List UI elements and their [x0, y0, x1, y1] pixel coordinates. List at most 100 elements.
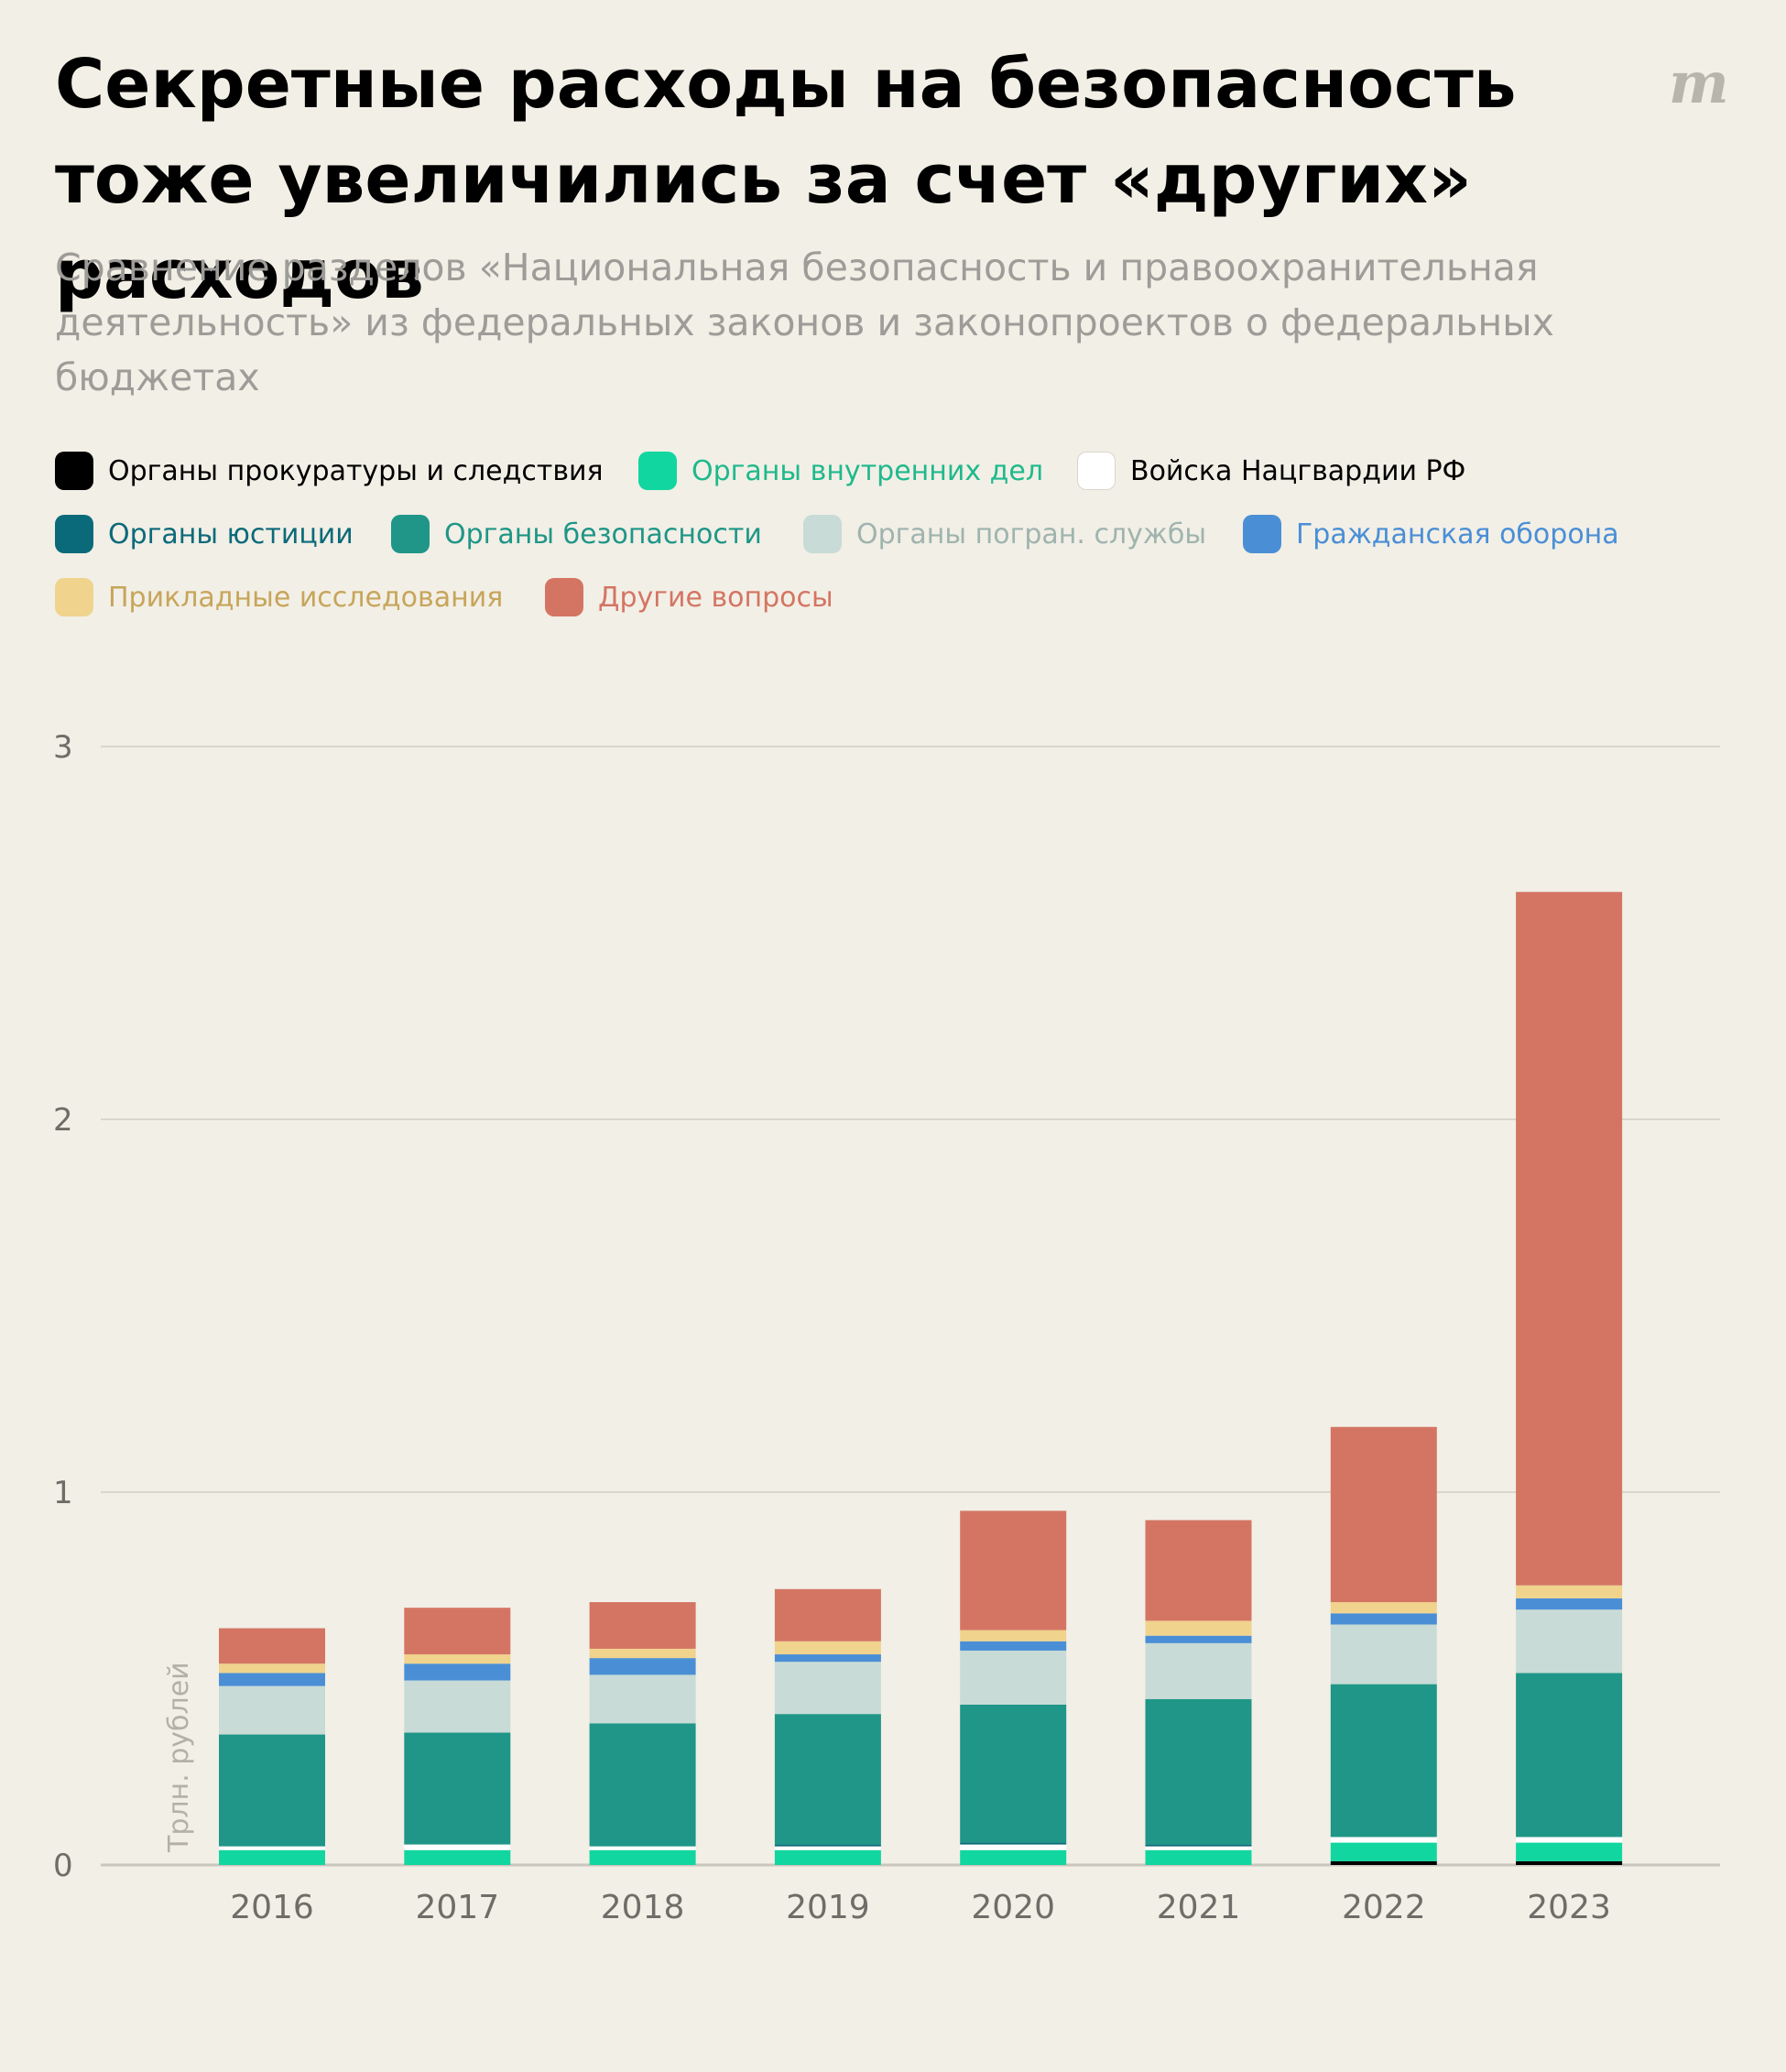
legend-swatch [55, 578, 93, 616]
bar-segment [404, 1732, 511, 1845]
bar-segment [1145, 1635, 1252, 1643]
bar-segment [1145, 1520, 1252, 1621]
bar-segment [1330, 1613, 1437, 1625]
y-axis-label: Трлн. рублей [163, 1662, 195, 1853]
bar-segment [589, 1849, 696, 1865]
x-tick-label: 2018 [601, 1889, 685, 1926]
legend-label: Войска Нацгвардии РФ [1130, 454, 1466, 487]
x-tick-label: 2022 [1342, 1889, 1426, 1926]
legend-label: Органы прокуратуры и следствия [108, 454, 604, 487]
bar-segment [774, 1662, 881, 1715]
bar-segment [774, 1641, 881, 1655]
bar-segment [1330, 1837, 1437, 1843]
meduza-logo: m [1669, 49, 1729, 116]
bar-segment [774, 1588, 881, 1641]
bar-segment [960, 1842, 1067, 1845]
legend-swatch [55, 515, 93, 553]
bar-segment [1516, 1609, 1623, 1674]
bar-segment [774, 1846, 881, 1850]
bar-segment [1330, 1602, 1437, 1614]
bar-segment [1330, 1684, 1437, 1838]
bar-segment [404, 1608, 511, 1655]
bar-segment [219, 1849, 325, 1865]
bar-segment [219, 1628, 325, 1664]
bar-segment [1145, 1698, 1252, 1845]
bar-segment [1330, 1860, 1437, 1865]
bar-segment [1516, 1598, 1623, 1610]
bar-segment [404, 1680, 511, 1733]
bar-segment [404, 1849, 511, 1865]
bar-segment [960, 1641, 1067, 1651]
bar-segment [774, 1844, 881, 1847]
x-tick-label: 2016 [230, 1889, 314, 1926]
legend-item: Органы прокуратуры и следствия [55, 452, 604, 490]
x-tick-label: 2020 [971, 1889, 1055, 1926]
bar-segment [219, 1685, 325, 1735]
bar-segment [960, 1704, 1067, 1843]
bar-segment [960, 1630, 1067, 1641]
legend-label: Органы юстиции [108, 518, 354, 551]
bar-segment [1145, 1620, 1252, 1636]
bar-segment [960, 1849, 1067, 1865]
bar-segment [774, 1714, 881, 1845]
legend-swatch [1243, 515, 1281, 553]
bar-segment [960, 1650, 1067, 1705]
legend-swatch [638, 452, 677, 490]
bar-segment [960, 1844, 1067, 1850]
chart-title: Секретные расходы на безопасность тоже у… [55, 45, 1517, 314]
bar-segment [1516, 1585, 1623, 1598]
x-tick-label: 2021 [1157, 1889, 1241, 1926]
legend-item: Прикладные исследования [55, 578, 503, 616]
bar-segment [1330, 1426, 1437, 1603]
legend-item: Органы безопасности [391, 515, 762, 553]
bar-segment [1145, 1844, 1252, 1847]
y-tick-label: 2 [53, 1102, 73, 1139]
bar-segment [1145, 1642, 1252, 1699]
legend-item: Войска Нацгвардии РФ [1077, 452, 1465, 490]
chart-subtitle: Сравнение разделов «Национальная безопас… [55, 245, 1554, 399]
bar-segment [589, 1602, 696, 1649]
legend-label: Органы внутренних дел [692, 454, 1044, 487]
legend-swatch [55, 452, 93, 490]
bar-segment [1516, 891, 1623, 1586]
bar-segment [774, 1849, 881, 1865]
bar-segment [219, 1663, 325, 1674]
legend-swatch [803, 515, 842, 553]
x-tick-label: 2019 [786, 1889, 870, 1926]
bar-segment [404, 1663, 511, 1681]
legend-item: Другие вопросы [545, 578, 833, 616]
bar-segment [219, 1734, 325, 1847]
x-tick-label: 2023 [1527, 1889, 1611, 1926]
bar-segment [219, 1846, 325, 1850]
bar-segment [404, 1844, 511, 1850]
bar-segment [589, 1723, 696, 1847]
legend-item: Органы погран. службы [803, 515, 1206, 553]
legend-swatch [391, 515, 430, 553]
legend-item: Гражданская оборона [1243, 515, 1619, 553]
bar-segment [1330, 1842, 1437, 1861]
legend-swatch [545, 578, 583, 616]
bar-segment [404, 1654, 511, 1664]
legend-label: Прикладные исследования [108, 581, 504, 614]
bar-segment [1330, 1624, 1437, 1685]
bar-segment [1145, 1849, 1252, 1865]
legend-label: Другие вопросы [598, 581, 833, 614]
bar-segment [960, 1510, 1067, 1630]
bar-segment [589, 1846, 696, 1850]
bar-segment [589, 1648, 696, 1659]
bar-segment [219, 1673, 325, 1686]
bar-segment [1516, 1673, 1623, 1838]
legend-item: Органы внутренних дел [638, 452, 1043, 490]
bar-segment [1516, 1842, 1623, 1861]
bar-segment [774, 1654, 881, 1663]
bar-segment [1516, 1860, 1623, 1865]
legend-label: Органы безопасности [444, 518, 762, 551]
bar-segment [1145, 1846, 1252, 1850]
bar-segment [1516, 1837, 1623, 1843]
y-tick-label: 0 [53, 1848, 73, 1884]
bar-segment [589, 1674, 696, 1724]
x-tick-label: 2017 [415, 1889, 499, 1926]
y-tick-label: 3 [53, 729, 73, 766]
legend-label: Гражданская оборона [1296, 518, 1619, 551]
